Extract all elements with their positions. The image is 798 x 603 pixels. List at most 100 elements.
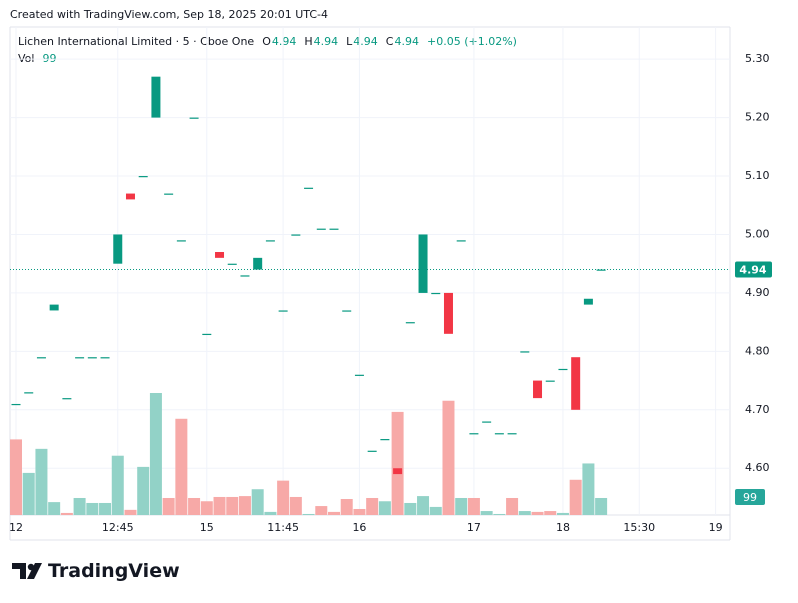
ohlc-value: 4.94 [394, 35, 419, 48]
footer-logo: TradingView [12, 560, 180, 582]
x-tick-label: 19 [709, 521, 723, 534]
volume-bar [556, 512, 569, 515]
volume-bar [378, 501, 391, 515]
volume-bar [442, 400, 455, 515]
candle-body [482, 421, 492, 423]
volume-bar [35, 448, 48, 515]
candle-body [393, 468, 403, 475]
candle-body [431, 292, 441, 295]
volume-bar [149, 393, 162, 515]
candle-body [49, 304, 59, 311]
candle-body [75, 357, 85, 359]
volume-bar [289, 496, 302, 515]
y-tick-label: 5.20 [745, 111, 770, 124]
candle-body [138, 176, 148, 178]
volume-bar [429, 506, 442, 515]
volume-bar [137, 466, 150, 515]
candle-body [316, 228, 326, 230]
volume-bar [480, 511, 493, 515]
candle-body [342, 310, 352, 312]
volume-bar [366, 497, 379, 515]
price-label-box [735, 261, 772, 278]
volume-bar [251, 489, 264, 515]
volume-bar [518, 511, 531, 515]
candle-body [494, 433, 504, 435]
y-tick-label: 4.60 [745, 461, 770, 474]
volume-bar [595, 497, 608, 515]
candle-body [240, 275, 250, 277]
volume-bar [238, 496, 251, 515]
candle-body [405, 322, 415, 324]
volume-bar [60, 512, 73, 515]
y-tick-label: 4.70 [745, 403, 770, 416]
candle-body [62, 398, 72, 400]
candle-body [469, 433, 479, 435]
candle-body [291, 234, 301, 236]
candle-body [113, 234, 123, 264]
logo-icon [12, 563, 42, 579]
volume-bar [544, 511, 557, 515]
chart: 4.60 4.70 4.80 4.90 5.00 5.10 5.20 5.30 12 12:45 1… [9, 26, 772, 541]
candle-body [456, 240, 466, 242]
volume-bar [99, 502, 112, 515]
y-tick-label: 5.00 [745, 227, 770, 240]
ohlc-key: H [304, 35, 313, 48]
volume-bar [73, 497, 86, 515]
candle-body [278, 310, 288, 312]
ohlc-key: O [262, 35, 271, 48]
x-tick-label: 16 [352, 521, 366, 534]
candle-body [545, 380, 555, 382]
volume-bar [391, 411, 404, 515]
created-note: Created with TradingView.com, Sep 18, 20… [10, 8, 328, 21]
candle-body [36, 357, 46, 359]
candle-body [227, 263, 237, 265]
x-tick-label: 11:45 [267, 521, 299, 534]
volume-key: Vol [18, 52, 35, 65]
volume-bar [226, 496, 239, 515]
candle-body [583, 298, 593, 305]
candle-body [354, 374, 364, 376]
symbol-title: Lichen International Limited · 5 · Cboe … [18, 35, 255, 48]
volume-bar [569, 479, 582, 515]
brand: TradingView [48, 560, 180, 582]
volume-bar [162, 497, 175, 515]
candle-body [304, 187, 314, 189]
candle-body [189, 117, 199, 119]
volume-bar [506, 497, 519, 515]
volume-bar [277, 480, 290, 515]
ohlc-value: 4.94 [271, 35, 297, 48]
ohlc-key: C [385, 35, 394, 48]
x-tick-label: 12:45 [102, 521, 134, 534]
candle-body [87, 357, 97, 359]
volume-bar [48, 502, 61, 515]
volume-bar [353, 508, 366, 515]
volume-bar [328, 511, 340, 515]
y-tick-label: 4.90 [745, 286, 770, 299]
ohlc-key: L [346, 35, 353, 48]
volume-bar [111, 455, 124, 515]
candle-body [215, 252, 225, 258]
candle-body [367, 450, 377, 452]
candle-body [151, 76, 161, 118]
y-tick-label: 5.10 [745, 169, 770, 182]
volume-bar [404, 502, 417, 515]
volume-bar [22, 472, 35, 515]
volume-bar [531, 511, 544, 515]
volume-bar [302, 513, 315, 515]
candle-body [443, 292, 453, 334]
ohlc-value: 4.94 [313, 35, 339, 48]
candle-body [571, 357, 581, 410]
candle-body [418, 234, 428, 293]
candle-body [125, 193, 135, 200]
legend-line: Lichen International Limited · 5 · Cboe … [18, 35, 518, 48]
x-tick-label: 17 [467, 521, 481, 534]
volume-legend: Vol 99 [18, 52, 57, 65]
candle-body [11, 403, 21, 406]
x-tick-label: 15:30 [623, 521, 655, 534]
volume-bar [264, 511, 277, 515]
x-tick-label: 15 [200, 521, 214, 534]
volume-bar [10, 439, 22, 515]
candle-body [253, 257, 263, 270]
volume-bar [213, 496, 226, 515]
